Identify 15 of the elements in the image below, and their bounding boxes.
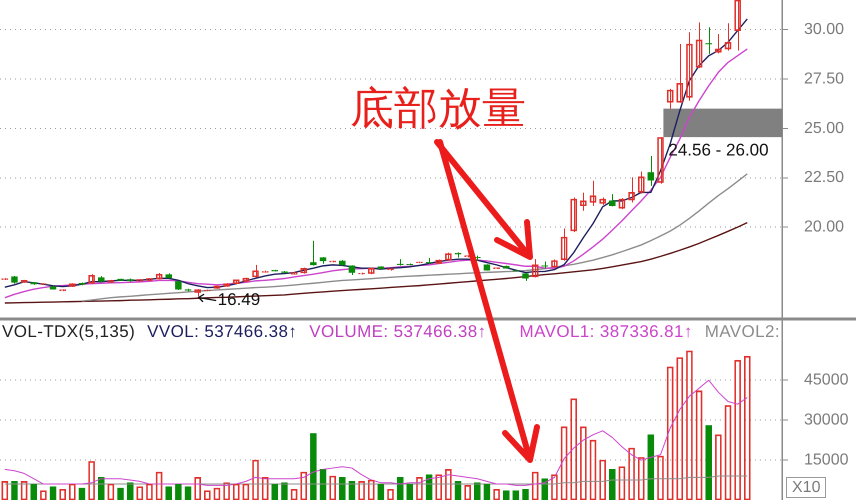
y-tick-label: 20.00 [804,218,844,236]
y-tick-label: 25.00 [804,120,844,137]
y-tick-label: 27.50 [804,70,844,88]
y-tick-label: 30000 [804,412,849,429]
y-tick-label: 45000 [804,372,849,389]
y-tick-label: 22.50 [804,169,844,186]
y-axis-title: X10 [786,477,826,498]
annotation: VVOL: 537466.38↑ [147,322,298,341]
text: MAVOL1: 387336.81↑ [520,322,693,341]
y-tick-label: 15000 [804,451,849,468]
chart-title: VOL-TDX(5,135) [2,322,136,341]
annotation: VOLUME: 537466.38↑ [309,322,487,341]
text: MAVOL2: [704,322,780,341]
annotation: 底部放量 [350,84,526,134]
y-tick-label: 30.00 [804,21,844,38]
